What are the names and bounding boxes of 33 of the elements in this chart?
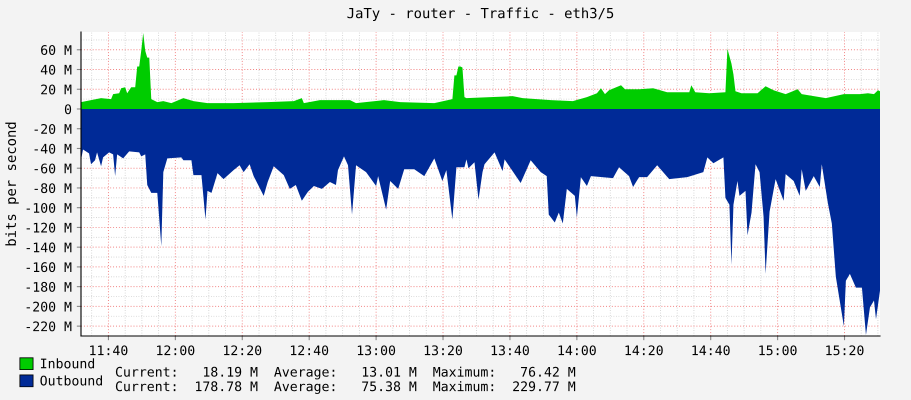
y-tick-label: -180 M — [26, 282, 72, 292]
y-axis-title: bits per second — [5, 122, 19, 246]
x-tick-label: 12:40 — [290, 345, 328, 356]
legend-label: Inbound — [40, 358, 94, 368]
text: Current: 18.19 M Average: 13.01 M Maximum: 76.42 M — [116, 366, 576, 380]
x-tick-label: 15:20 — [826, 345, 864, 356]
y-tick-label: 40 M — [40, 64, 72, 75]
y-tick-label: -220 M — [26, 321, 72, 332]
y-tick-label: -160 M — [26, 262, 72, 272]
x-tick-label: 11:40 — [90, 345, 128, 356]
y-tick-label: -80 M — [34, 183, 72, 194]
y-tick-label: -100 M — [26, 202, 72, 213]
y-tick-label: -60 M — [34, 163, 72, 174]
y-tick-label: -40 M — [34, 144, 72, 154]
x-tick-label: 13:00 — [358, 345, 396, 356]
legend-label: Outbound — [40, 375, 102, 386]
text: Current: 178.78 M Average: 75.38 M Maximum: 229.77 M — [116, 381, 576, 394]
y-tick-label: -120 M — [26, 222, 72, 233]
y-tick-label: 20 M — [41, 84, 72, 94]
y-tick-label: -140 M — [26, 242, 72, 252]
x-tick-label: 13:20 — [424, 345, 462, 356]
y-tick-label: -20 M — [34, 124, 72, 134]
x-tick-label: 14:00 — [558, 345, 596, 356]
y-tick-label: 60 M — [41, 45, 72, 55]
chart-title: JaTy - router - Traffic - eth3/5 — [347, 8, 614, 21]
y-tick-label: -200 M — [26, 302, 72, 312]
x-tick-label: 12:00 — [157, 345, 194, 356]
y-tick-label: 0 — [64, 104, 72, 114]
x-tick-label: 12:20 — [224, 345, 262, 356]
x-tick-label: 14:20 — [626, 345, 663, 356]
x-tick-label: 13:40 — [492, 345, 529, 356]
x-tick-label: 14:40 — [692, 345, 730, 356]
x-tick-label: 15:00 — [759, 345, 797, 356]
